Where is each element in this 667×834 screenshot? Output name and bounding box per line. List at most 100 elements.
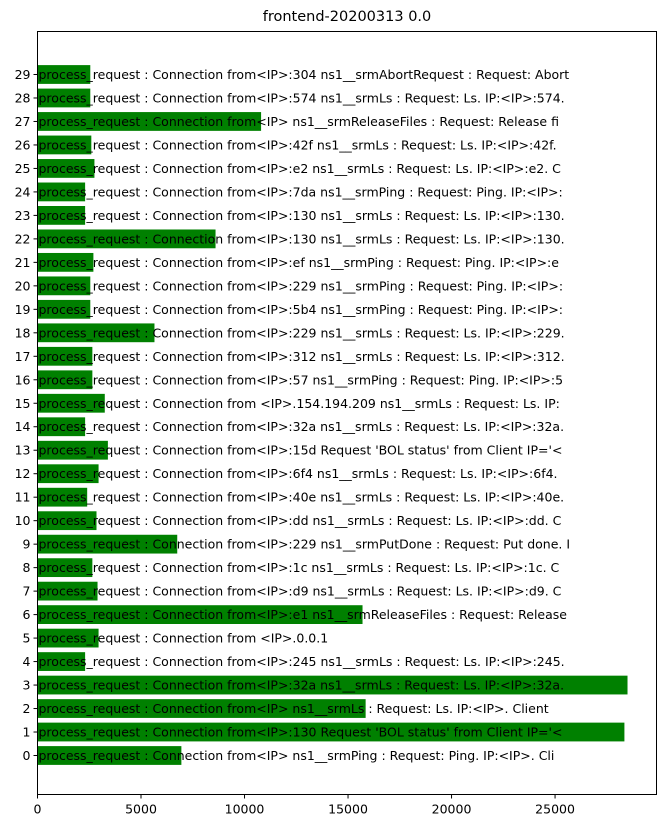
- chart-title: frontend-20200313 0.0: [263, 9, 432, 25]
- bar-7: [37, 581, 98, 601]
- bar-28: [37, 88, 91, 108]
- bar-label-9: process_request : Connection from<IP>:22…: [39, 537, 571, 552]
- y-tick-label-26: 26: [15, 137, 31, 152]
- y-tick-label-15: 15: [15, 396, 31, 411]
- y-tick-label-18: 18: [15, 325, 31, 340]
- y-tick-label-14: 14: [15, 419, 31, 434]
- y-tick-label-23: 23: [15, 208, 31, 223]
- bar-label-7: process_request : Connection from<IP>:d9…: [39, 584, 562, 599]
- x-tick-label-15000: 15000: [328, 802, 368, 817]
- bar-label-20: process_request : Connection from<IP>:22…: [39, 278, 564, 293]
- y-tick-label-20: 20: [15, 278, 31, 293]
- bar-label-10: process_request : Connection from<IP>:dd…: [39, 513, 562, 528]
- bar-17: [37, 346, 93, 366]
- y-tick-label-11: 11: [15, 490, 31, 505]
- bar-0: [37, 746, 182, 765]
- x-tick-label-5000: 5000: [125, 802, 157, 817]
- bar-label-24: process_request : Connection from<IP>:7d…: [39, 184, 563, 199]
- x-tick-label-25000: 25000: [535, 802, 575, 817]
- x-tick-label-20000: 20000: [432, 802, 472, 817]
- bar-label-15: process_request : Connection from <IP>.1…: [39, 396, 560, 411]
- bar-22: [37, 229, 216, 249]
- bar-21: [37, 252, 94, 272]
- bar-label-21: process_request : Connection from<IP>:ef…: [39, 255, 560, 270]
- bar-3: [37, 675, 628, 695]
- bar-8: [37, 558, 93, 578]
- y-tick-label-25: 25: [15, 161, 31, 176]
- x-tick-label-0: 0: [34, 802, 42, 817]
- y-tick-label-5: 5: [23, 631, 31, 646]
- bar-label-11: process_request : Connection from<IP>:40…: [39, 490, 565, 505]
- bar-1: [37, 722, 625, 742]
- bar-label-19: process_request : Connection from<IP>:5b…: [39, 302, 564, 317]
- y-tick-label-21: 21: [15, 255, 31, 270]
- bar-label-8: process_request : Connection from<IP>:1c…: [39, 560, 560, 575]
- y-tick-label-29: 29: [15, 67, 31, 82]
- bar-label-6: process_request : Connection from<IP>:e1…: [39, 607, 568, 622]
- y-tick-label-22: 22: [15, 231, 31, 246]
- bar-label-5: process_request : Connection from <IP>.0…: [39, 631, 329, 646]
- x-axis: 0 5000 10000 15000 20000 25000: [34, 794, 575, 817]
- y-tick-label-13: 13: [15, 443, 31, 458]
- bar-label-4: process_request : Connection from<IP>:24…: [39, 654, 565, 669]
- bar-label-3: process_request : Connection from<IP>:32…: [39, 678, 565, 693]
- bar-2: [37, 699, 366, 718]
- y-tick-label-1: 1: [23, 725, 31, 740]
- bar-label-16: process_request : Connection from<IP>:57…: [39, 372, 564, 387]
- y-tick-label-9: 9: [23, 537, 31, 552]
- y-tick-label-0: 0: [23, 748, 31, 763]
- bar-18: [37, 323, 155, 343]
- bar-25: [37, 159, 95, 178]
- bar-label-13: process_request : Connection from<IP>:15…: [39, 443, 563, 458]
- bars-layer: [37, 65, 628, 765]
- bar-label-18: process_request : Connection from<IP>:22…: [39, 325, 565, 340]
- bar-label-28: process_request : Connection from<IP>:57…: [39, 90, 565, 105]
- bar-27: [37, 112, 262, 131]
- y-tick-label-24: 24: [15, 184, 31, 199]
- bar-labels-layer: process_request : Connection from<IP> ns…: [39, 67, 571, 763]
- bar-label-14: process_request : Connection from<IP>:32…: [39, 419, 565, 434]
- bar-16: [37, 370, 93, 390]
- bar-label-22: process_request : Connection from<IP>:13…: [39, 231, 565, 246]
- bar-label-12: process_request : Connection from<IP>:6f…: [39, 466, 558, 481]
- y-tick-label-12: 12: [15, 466, 31, 481]
- bar-6: [37, 605, 363, 624]
- y-tick-label-8: 8: [23, 560, 31, 575]
- y-tick-label-4: 4: [23, 654, 31, 669]
- y-tick-label-10: 10: [15, 513, 31, 528]
- bar-label-2: process_request : Connection from<IP> ns…: [39, 701, 549, 716]
- bar-23: [37, 206, 86, 225]
- y-tick-label-17: 17: [15, 349, 31, 364]
- bar-12: [37, 464, 99, 484]
- bar-label-17: process_request : Connection from<IP>:31…: [39, 349, 565, 364]
- x-tick-label-10000: 10000: [225, 802, 265, 817]
- bar-label-1: process_request : Connection from<IP>:13…: [39, 725, 563, 740]
- y-tick-label-16: 16: [15, 372, 31, 387]
- y-tick-label-28: 28: [15, 90, 31, 105]
- bar-15: [37, 393, 105, 413]
- bar-14: [37, 417, 86, 437]
- bar-label-0: process_request : Connection from<IP> ns…: [39, 748, 555, 763]
- y-tick-label-7: 7: [23, 584, 31, 599]
- bar-label-25: process_request : Connection from<IP>:e2…: [39, 161, 562, 176]
- y-tick-label-19: 19: [15, 302, 31, 317]
- bar-29: [37, 65, 91, 84]
- y-tick-label-27: 27: [15, 114, 31, 129]
- bar-24: [37, 182, 86, 202]
- y-axis: 0123456789101112131415161718192021222324…: [15, 67, 38, 763]
- y-tick-label-6: 6: [23, 607, 31, 622]
- bar-label-23: process_request : Connection from<IP>:13…: [39, 208, 565, 223]
- bar-11: [37, 487, 88, 507]
- bar-10: [37, 511, 97, 531]
- bar-label-27: process_request : Connection from<IP> ns…: [39, 114, 559, 129]
- bar-5: [37, 628, 99, 648]
- y-tick-label-3: 3: [23, 678, 31, 693]
- bar-26: [37, 135, 92, 155]
- bar-9: [37, 534, 178, 554]
- bar-19: [37, 299, 91, 319]
- y-tick-label-2: 2: [23, 701, 31, 716]
- bar-20: [37, 276, 91, 296]
- plot-frame: [37, 31, 657, 795]
- bar-13: [37, 440, 108, 460]
